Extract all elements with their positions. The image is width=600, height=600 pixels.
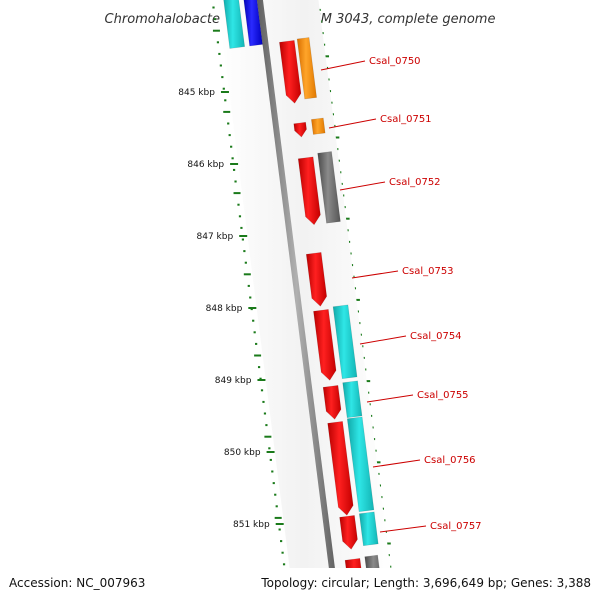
genome-track: 845 kbp 846 kbp 847 kbp 848 kbp 849 kbp 850 k… <box>178 0 482 600</box>
gene-csal-0754[interactable] <box>313 309 337 381</box>
gene-label-leader <box>351 270 399 279</box>
gene-label[interactable]: Csal_0754 <box>410 331 462 342</box>
scale-label: 845 kbp <box>178 88 215 98</box>
cog-cyan-0754[interactable] <box>332 304 358 380</box>
gene-csal-0751[interactable] <box>293 121 307 138</box>
gene-csal-0752[interactable] <box>297 156 321 226</box>
cog-cyan-0756[interactable] <box>346 416 375 513</box>
gene-label-leader <box>372 459 421 468</box>
gene-label-leader <box>328 118 377 129</box>
topology-text: Topology: circular; Length: 3,696,649 bp… <box>260 576 591 590</box>
gene-label-leader <box>339 181 386 191</box>
feature-ring <box>217 0 394 600</box>
gene-label[interactable]: Csal_0756 <box>424 455 476 466</box>
gene-label-leader <box>359 335 407 345</box>
gene-label-leader <box>320 60 366 71</box>
cog-gray-0752[interactable] <box>317 151 341 224</box>
gene-label[interactable]: Csal_0755 <box>417 390 469 401</box>
backbone-layer <box>217 0 394 600</box>
cog-cyan-top[interactable] <box>223 0 246 49</box>
cog-blue-top[interactable] <box>243 0 263 47</box>
scale-label: 849 kbp <box>215 376 252 386</box>
gene-csal-0756[interactable] <box>327 421 354 516</box>
gene-csal-0757[interactable] <box>339 515 358 550</box>
gene-label-layer: Csal_0750 Csal_0751 Csal_0752 Csal_0753 Csal… <box>320 56 482 533</box>
gene-label-leader <box>366 394 414 403</box>
scale-label: 846 kbp <box>187 160 224 170</box>
gene-label[interactable]: Csal_0757 <box>430 521 482 532</box>
footer-background <box>0 568 600 600</box>
gene-csal-0755[interactable] <box>322 385 342 420</box>
scale-label: 851 kbp <box>233 520 270 530</box>
gene-label[interactable]: Csal_0753 <box>402 266 454 277</box>
cog-orange-0750[interactable] <box>296 37 317 100</box>
backbone-line <box>256 0 339 600</box>
gene-label[interactable]: Csal_0750 <box>369 56 421 67</box>
gene-csal-0750[interactable] <box>279 40 302 104</box>
gene-label[interactable]: Csal_0751 <box>380 114 432 125</box>
cog-orange-0751[interactable] <box>311 117 326 135</box>
scale-label: 848 kbp <box>206 304 243 314</box>
gene-label-leader <box>379 525 427 533</box>
scale-layer: 845 kbp 846 kbp 847 kbp 848 kbp 849 kbp 850 k… <box>178 88 284 530</box>
scale-label: 847 kbp <box>197 232 234 242</box>
scale-label: 850 kbp <box>224 448 261 458</box>
cog-cyan-0757[interactable] <box>358 511 379 547</box>
cog-cyan-0755[interactable] <box>342 380 363 419</box>
gene-label[interactable]: Csal_0752 <box>389 177 441 188</box>
gene-csal-0753[interactable] <box>305 252 328 307</box>
accession-text: Accession: NC_007963 <box>9 576 145 590</box>
